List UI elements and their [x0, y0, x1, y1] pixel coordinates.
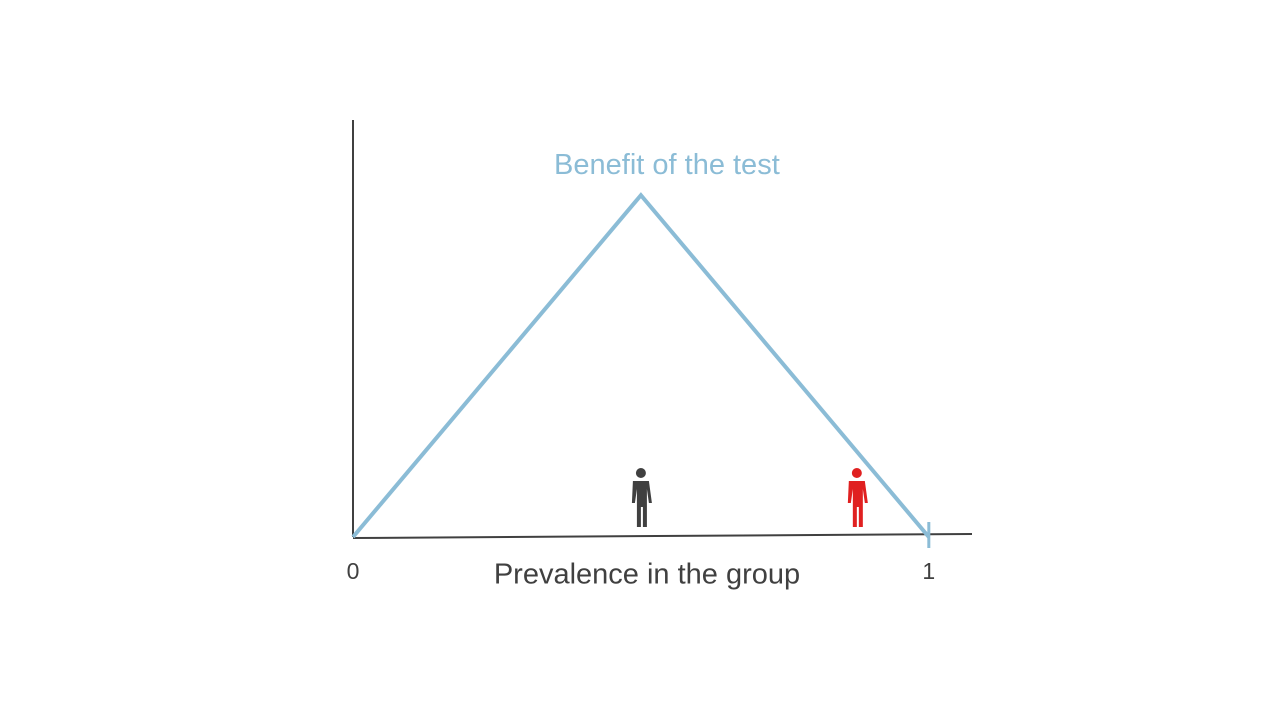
person-icon	[847, 468, 868, 527]
person-icon	[631, 468, 652, 527]
person-body	[847, 481, 868, 527]
x-tick-label: 0	[347, 558, 360, 584]
person-head	[635, 468, 646, 478]
person-head	[851, 468, 862, 478]
series-line	[351, 192, 931, 539]
x-tick-label: 1	[922, 558, 935, 584]
series-label: Benefit of the test	[554, 149, 780, 181]
x-axis	[352, 533, 973, 539]
person-body	[631, 481, 652, 527]
x-axis-label: Prevalence in the group	[494, 559, 800, 591]
